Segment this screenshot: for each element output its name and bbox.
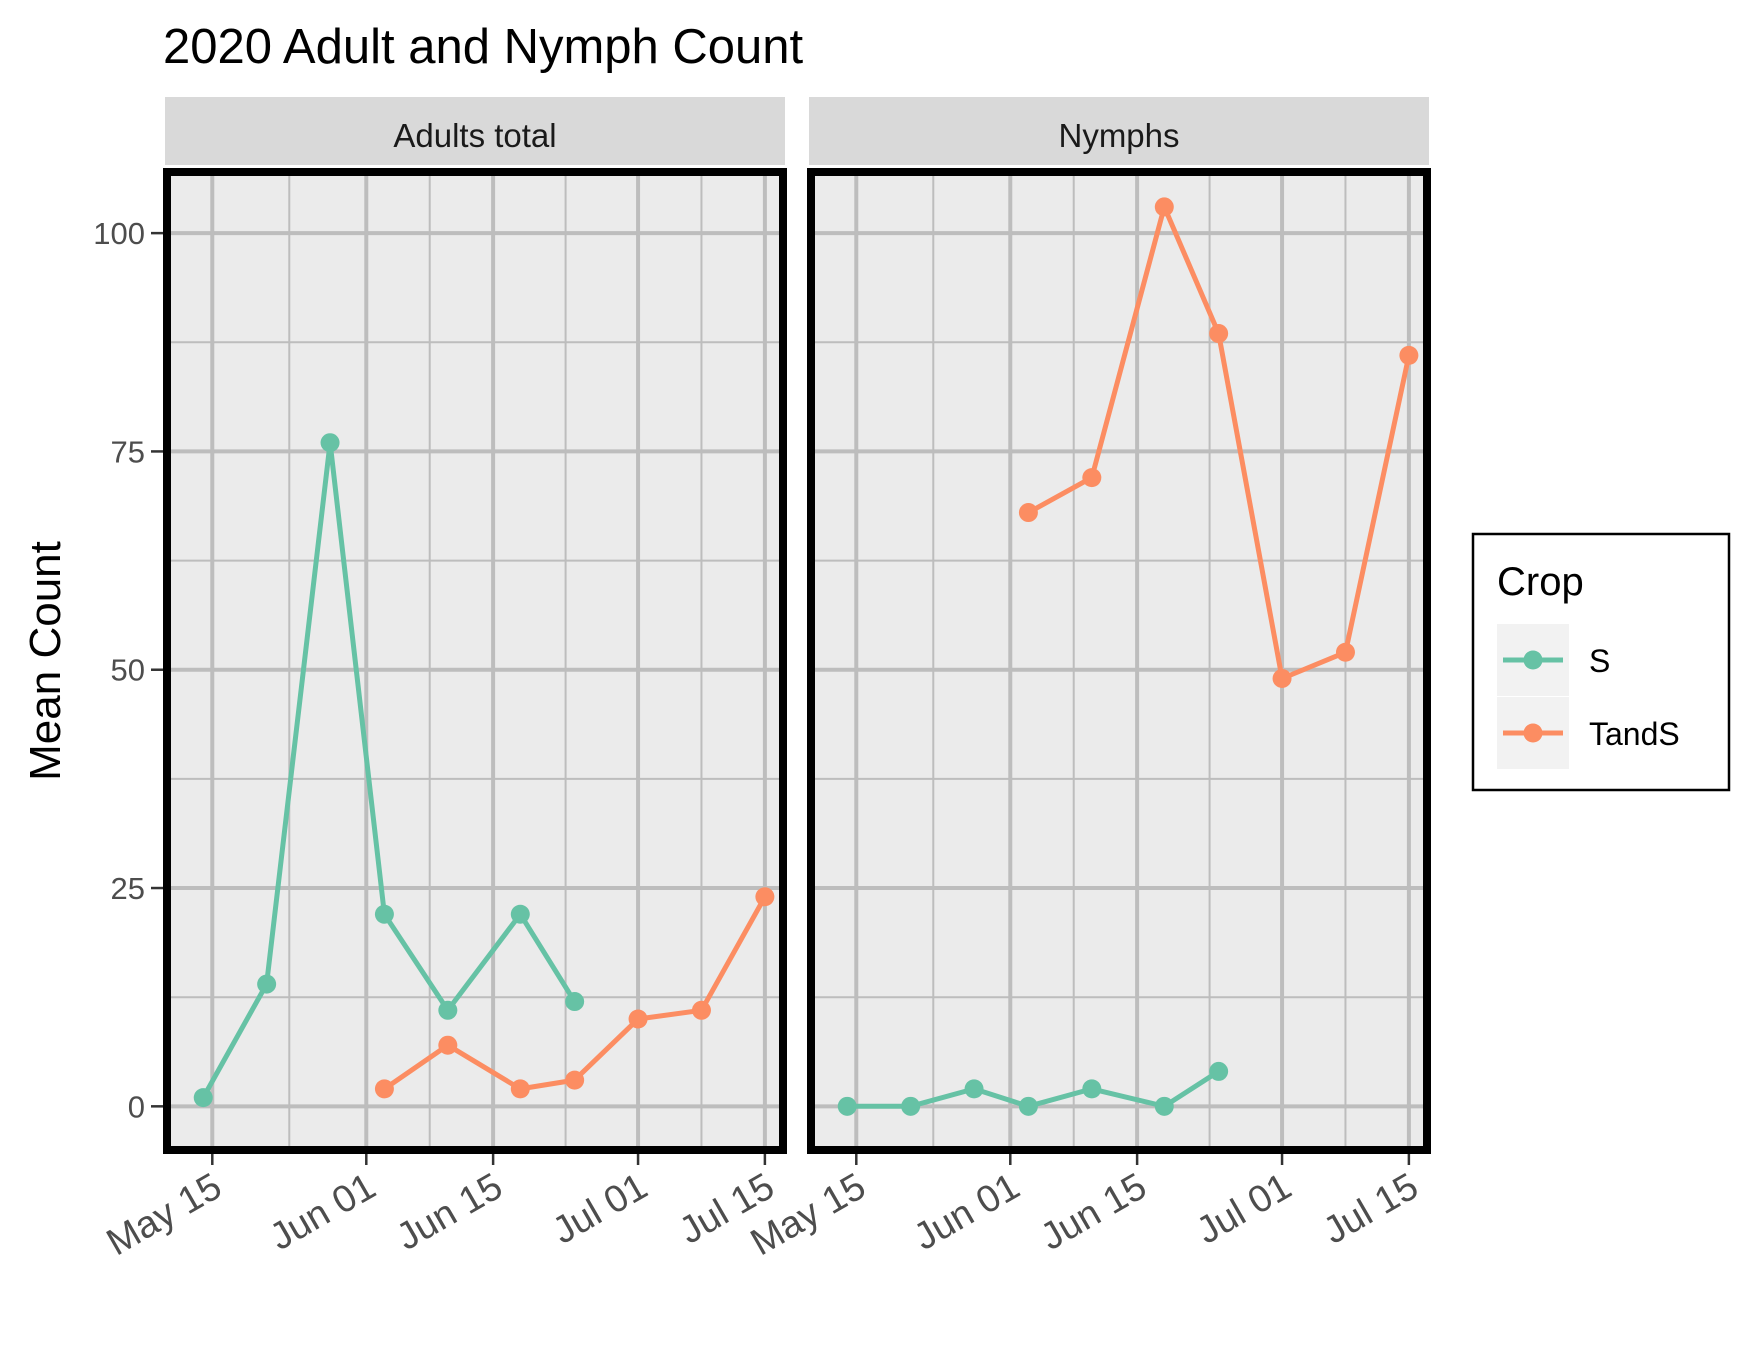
data-point-TandS <box>374 1079 394 1099</box>
x-tick-label: Jun 01 <box>263 1165 383 1258</box>
y-axis-ticks: 0 25 50 75 100 <box>93 216 163 1124</box>
data-point-TandS <box>1399 345 1419 365</box>
x-tick-label: May 15 <box>100 1165 229 1264</box>
data-point-S <box>1018 1096 1038 1116</box>
data-point-TandS <box>755 887 775 907</box>
facet-strip <box>809 97 1429 165</box>
panel-border <box>163 168 787 1154</box>
series-TandS <box>374 887 775 1099</box>
data-point-TandS <box>1209 324 1229 344</box>
data-point-TandS <box>1018 503 1038 523</box>
series-S <box>193 433 585 1108</box>
data-point-TandS <box>1272 668 1292 688</box>
legend: Crop S TandS <box>1471 532 1731 792</box>
data-point-S <box>837 1096 857 1116</box>
data-point-S <box>257 974 277 994</box>
data-point-TandS <box>438 1035 458 1055</box>
legend-label: TandS <box>1589 716 1680 752</box>
data-point-TandS <box>1082 468 1102 488</box>
x-tick-label: Jun 15 <box>390 1165 510 1258</box>
y-tick-label: 100 <box>93 216 145 251</box>
legend-items: S TandS <box>1497 624 1680 769</box>
x-tick-label: Jul 15 <box>1317 1165 1426 1252</box>
data-point-S <box>374 904 394 924</box>
panel-background <box>167 172 783 1150</box>
panel-grid <box>811 172 1427 1150</box>
facet-strip-label: Adults total <box>393 117 556 154</box>
panel-border <box>807 168 1431 1154</box>
y-tick-label: 0 <box>128 1089 145 1124</box>
panel-background <box>811 172 1427 1150</box>
legend-title: Crop <box>1497 560 1584 604</box>
chart-title: 2020 Adult and Nymph Count <box>163 20 804 74</box>
data-point-TandS <box>691 1000 711 1020</box>
data-point-S <box>565 992 585 1012</box>
x-tick-label: Jul 01 <box>546 1165 655 1252</box>
x-tick-label: Jun 15 <box>1034 1165 1154 1258</box>
legend-item-S: S <box>1497 624 1610 696</box>
legend-label: S <box>1589 643 1610 679</box>
y-tick-label: 75 <box>111 434 145 469</box>
x-tick-label: Jul 01 <box>1190 1165 1299 1252</box>
x-tick-label: Jun 01 <box>907 1165 1027 1258</box>
legend-item-TandS: TandS <box>1497 697 1680 769</box>
series-TandS <box>1018 197 1419 688</box>
data-point-S <box>1209 1061 1229 1081</box>
data-point-TandS <box>565 1070 585 1090</box>
data-point-S <box>510 904 530 924</box>
legend-key-point <box>1523 650 1543 670</box>
data-point-TandS <box>1335 642 1355 662</box>
data-point-S <box>1082 1079 1102 1099</box>
legend-key-point <box>1523 723 1543 743</box>
data-point-S <box>438 1000 458 1020</box>
facet-strip <box>165 97 785 165</box>
data-point-S <box>964 1079 984 1099</box>
data-point-TandS <box>1154 197 1174 217</box>
series-S <box>837 1061 1229 1116</box>
data-point-S <box>901 1096 921 1116</box>
y-tick-label: 50 <box>111 653 145 688</box>
data-point-TandS <box>510 1079 530 1099</box>
data-point-TandS <box>628 1009 648 1029</box>
y-tick-label: 25 <box>111 871 145 906</box>
facet-strip-label: Nymphs <box>1058 117 1179 154</box>
data-point-S <box>1154 1096 1174 1116</box>
data-point-S <box>320 433 340 453</box>
data-point-S <box>193 1088 213 1108</box>
y-axis-label: Mean Count <box>21 541 70 781</box>
